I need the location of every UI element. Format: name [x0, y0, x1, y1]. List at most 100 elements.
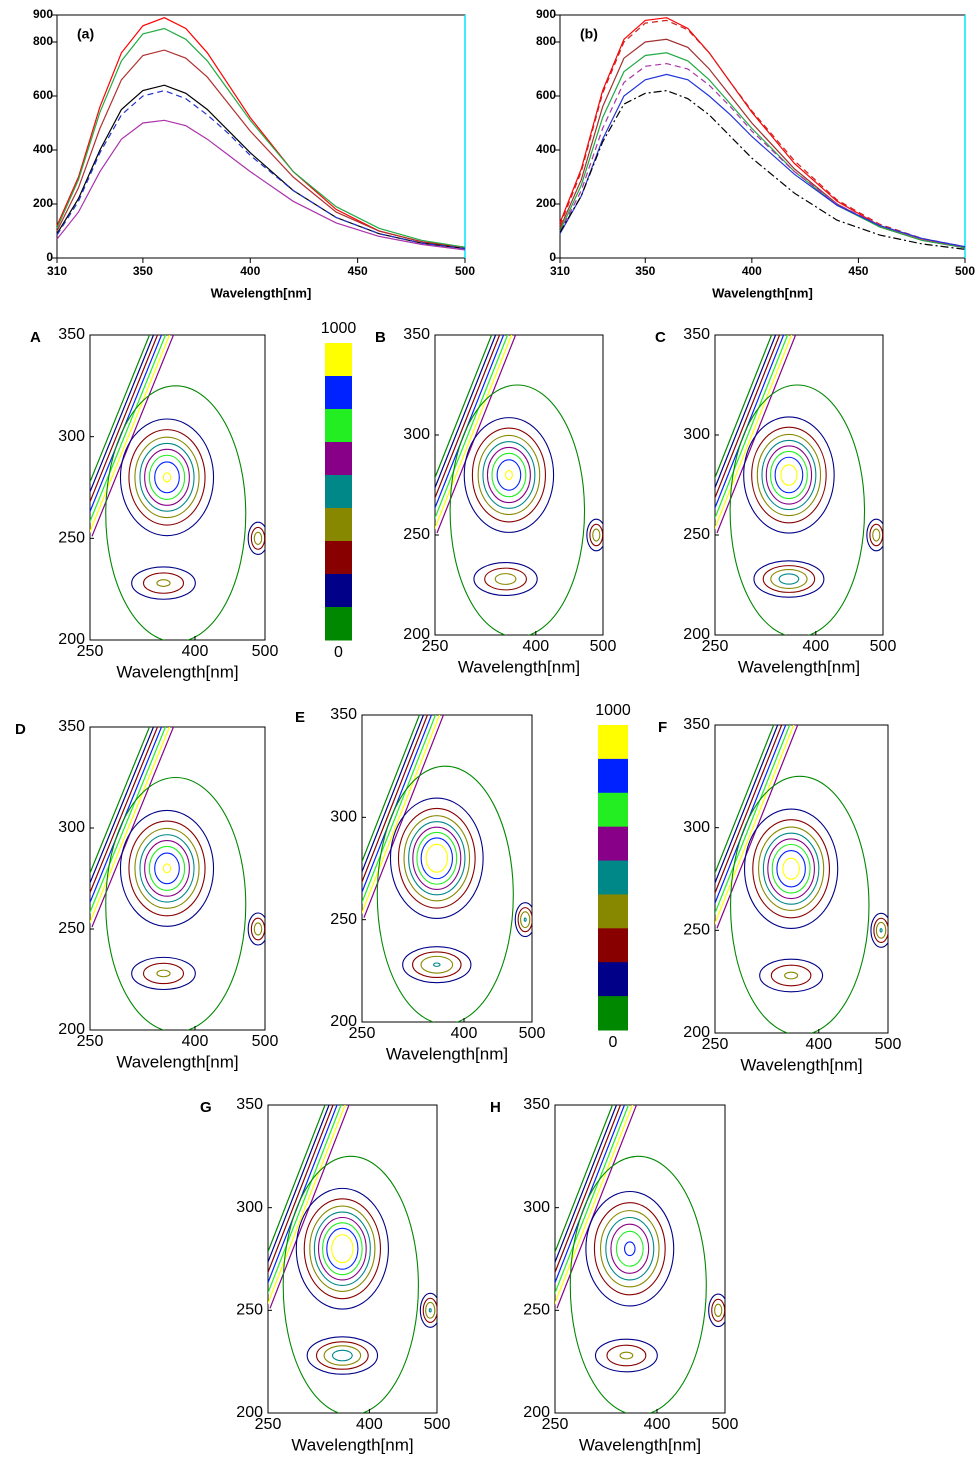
contour-line [600, 1210, 660, 1288]
y-tick-label: 900 [33, 7, 53, 21]
contour-line [315, 1341, 369, 1370]
scatter-band [715, 335, 777, 490]
outer-contour [730, 775, 870, 1033]
contour-area [715, 335, 883, 635]
contour-line [156, 969, 171, 978]
colorbar-swatch [598, 928, 628, 963]
contour-line [771, 843, 811, 894]
y-tick-label: 300 [58, 819, 85, 836]
y-tick-label: 200 [58, 1021, 85, 1038]
plot-frame [267, 1104, 438, 1414]
scatter-band [715, 335, 793, 530]
contour-line [144, 840, 190, 897]
scatter-band [715, 725, 775, 875]
colorbar-swatch [325, 508, 352, 542]
x-axis-label: Wavelength[nm] [738, 657, 860, 676]
contour-line [586, 518, 603, 552]
panel-label: G [200, 1099, 212, 1116]
contour-line [250, 526, 265, 550]
scatter-band [715, 725, 783, 895]
contour-line [412, 951, 462, 979]
y-tick-label: 200 [536, 196, 556, 210]
y-tick-label: 350 [58, 326, 85, 343]
contour-line [317, 1216, 367, 1281]
contour-line [131, 566, 196, 600]
outer-contour [105, 385, 247, 640]
colorbar-swatch [325, 607, 352, 641]
contour-line [412, 826, 462, 890]
contour-line [425, 843, 449, 873]
x-tick-label: 500 [875, 1036, 902, 1053]
x-tick-label: 400 [644, 1416, 671, 1433]
outer-contour [105, 776, 247, 1030]
contour-line [326, 1227, 359, 1270]
x-tick-label: 250 [702, 638, 729, 655]
contour-area [90, 727, 265, 1030]
y-tick-label: 300 [683, 819, 710, 836]
contour-line [403, 815, 471, 902]
outer-contour [729, 384, 866, 635]
spectrum-line [56, 17, 466, 248]
spectrum-line [559, 17, 966, 248]
scatter-band [268, 1105, 342, 1295]
scatter-band [90, 335, 159, 504]
contour-line [484, 567, 527, 591]
y-tick-label: 350 [58, 718, 85, 735]
x-tick-label: 400 [742, 264, 762, 278]
y-tick-label: 600 [33, 88, 53, 102]
contour-line [517, 907, 532, 933]
x-tick-label: 500 [252, 643, 279, 660]
x-tick-label: 310 [47, 264, 67, 278]
contour-line [128, 820, 206, 917]
y-tick-label: 250 [403, 526, 430, 543]
contour-line [762, 832, 820, 905]
contour-line [714, 1303, 723, 1318]
contour-area [268, 1105, 437, 1413]
spectrum-line [56, 84, 466, 250]
contour-line [514, 902, 532, 938]
spectrum-line [559, 19, 966, 248]
contour-line [770, 568, 808, 590]
scatter-band [90, 335, 155, 494]
colorbar-swatch [598, 996, 628, 1031]
scatter-band [435, 335, 497, 490]
panel-label: A [30, 329, 41, 346]
plot-frame [714, 724, 889, 1034]
panel-label: D [15, 721, 26, 738]
contour-line [402, 946, 472, 984]
contour-line [782, 857, 800, 880]
x-tick-label: 450 [848, 264, 868, 278]
scatter-band [362, 715, 437, 904]
scatter-band [435, 335, 509, 520]
spectrum-line [56, 119, 466, 251]
scatter-band [435, 335, 513, 530]
x-tick-label: 250 [542, 1416, 569, 1433]
contour-line [420, 955, 454, 974]
y-tick-label: 200 [683, 1024, 710, 1041]
scatter-band [268, 1105, 330, 1264]
contour-line [295, 1187, 389, 1310]
colorbar-swatch [598, 894, 628, 929]
y-tick-label: 0 [549, 250, 556, 264]
contour-line [471, 427, 546, 523]
colorbar-swatch [325, 442, 352, 476]
y-tick-label: 300 [330, 809, 357, 826]
y-tick-label: 400 [536, 142, 556, 156]
scatter-band [90, 727, 155, 885]
colorbar-swatch [598, 725, 628, 760]
y-tick-label: 250 [58, 530, 85, 547]
y-tick-label: 250 [330, 911, 357, 928]
outer-contour [282, 1155, 419, 1413]
contour-line [589, 523, 603, 547]
panel-label: C [655, 329, 666, 346]
panel-label: B [375, 329, 386, 346]
scatter-band [268, 1105, 326, 1254]
colorbar-swatch [325, 541, 352, 575]
contour-line [250, 917, 265, 941]
y-tick-label: 800 [33, 34, 53, 48]
contour-line [253, 531, 263, 545]
x-tick-label: 350 [133, 264, 153, 278]
x-tick-label: 500 [590, 638, 617, 655]
contour-line [870, 912, 888, 948]
